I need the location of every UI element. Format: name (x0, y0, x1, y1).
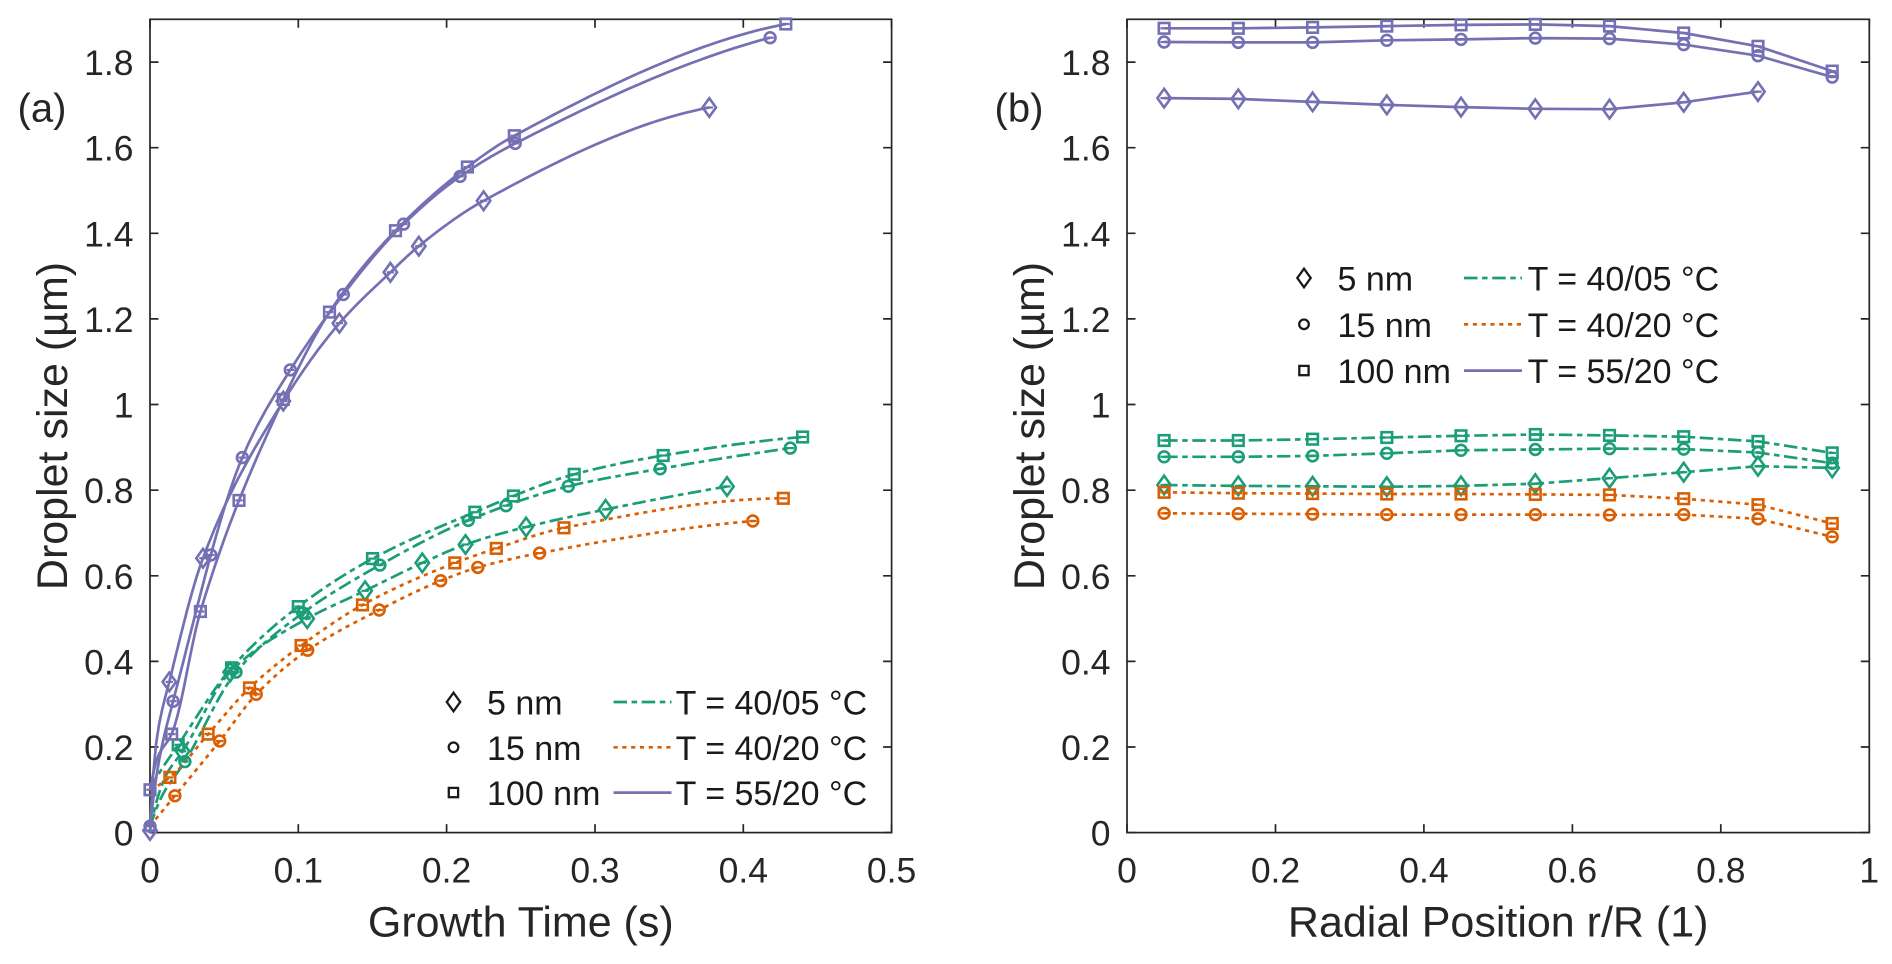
svg-text:T = 40/05 °C: T = 40/05 °C (676, 685, 868, 723)
svg-text:1.6: 1.6 (1061, 129, 1110, 169)
svg-text:5 nm: 5 nm (487, 685, 563, 723)
svg-text:0.2: 0.2 (1061, 728, 1110, 768)
svg-text:0.2: 0.2 (422, 851, 471, 891)
svg-text:0: 0 (140, 851, 160, 891)
svg-text:Growth Time (s): Growth Time (s) (368, 899, 674, 947)
svg-text:1.4: 1.4 (1061, 214, 1110, 254)
svg-text:0.2: 0.2 (84, 728, 133, 768)
svg-text:100 nm: 100 nm (1338, 353, 1451, 391)
svg-text:1: 1 (1091, 386, 1111, 426)
svg-text:0.8: 0.8 (1061, 471, 1110, 511)
svg-text:15 nm: 15 nm (487, 730, 582, 768)
svg-text:T = 55/20 °C: T = 55/20 °C (676, 775, 868, 813)
svg-text:0.4: 0.4 (1061, 642, 1110, 682)
svg-text:T = 40/05 °C: T = 40/05 °C (1528, 261, 1720, 299)
svg-text:T = 40/20 °C: T = 40/20 °C (1528, 307, 1720, 345)
svg-text:0.1: 0.1 (274, 851, 323, 891)
svg-text:0.2: 0.2 (1251, 851, 1300, 891)
svg-text:(a): (a) (18, 87, 67, 131)
svg-text:T = 40/20 °C: T = 40/20 °C (676, 730, 868, 768)
svg-text:0.4: 0.4 (719, 851, 768, 891)
svg-text:0.4: 0.4 (1399, 851, 1448, 891)
svg-text:0.4: 0.4 (84, 642, 133, 682)
svg-text:1: 1 (114, 386, 134, 426)
svg-text:0.6: 0.6 (1061, 557, 1110, 597)
svg-text:0.8: 0.8 (84, 471, 133, 511)
svg-text:(b): (b) (995, 87, 1044, 131)
svg-text:15 nm: 15 nm (1338, 307, 1433, 345)
svg-text:5 nm: 5 nm (1338, 261, 1414, 299)
svg-text:1.8: 1.8 (1061, 43, 1110, 83)
svg-text:100 nm: 100 nm (487, 775, 600, 813)
svg-text:1.6: 1.6 (84, 129, 133, 169)
svg-text:1.4: 1.4 (84, 214, 133, 254)
svg-text:0: 0 (1117, 851, 1137, 891)
svg-text:0.6: 0.6 (1548, 851, 1597, 891)
svg-text:0.3: 0.3 (570, 851, 619, 891)
svg-text:0: 0 (1091, 814, 1111, 854)
svg-text:Radial Position r/R (1): Radial Position r/R (1) (1288, 899, 1709, 947)
svg-text:T = 55/20 °C: T = 55/20 °C (1528, 353, 1720, 391)
svg-text:Droplet size (µm): Droplet size (µm) (29, 262, 77, 590)
svg-text:0.5: 0.5 (867, 851, 916, 891)
svg-text:0: 0 (114, 814, 134, 854)
svg-text:Droplet size (µm): Droplet size (µm) (1006, 262, 1054, 590)
svg-text:0.6: 0.6 (84, 557, 133, 597)
svg-text:1.2: 1.2 (84, 300, 133, 340)
svg-text:0.8: 0.8 (1696, 851, 1745, 891)
svg-text:1.8: 1.8 (84, 43, 133, 83)
svg-text:1: 1 (1859, 851, 1879, 891)
svg-text:1.2: 1.2 (1061, 300, 1110, 340)
